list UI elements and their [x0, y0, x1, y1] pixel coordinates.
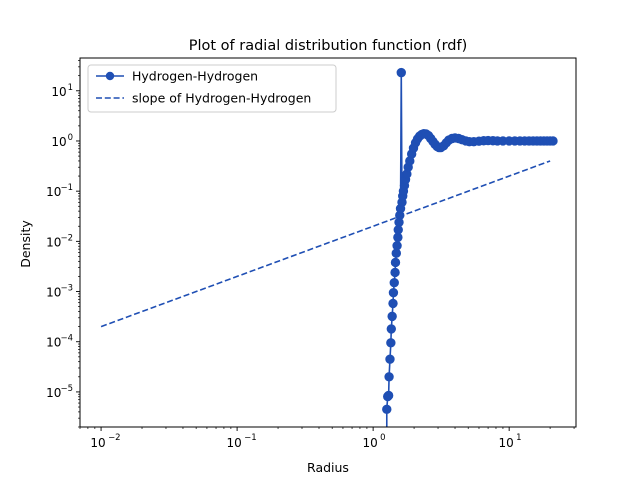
plot-clip-group: [100, 67, 558, 427]
data-point-14: [392, 240, 402, 251]
data-point-4: [385, 354, 395, 364]
plot-area: [100, 67, 558, 427]
legend-label-hydrogen-hydrogen: Hydrogen-Hydrogen: [132, 69, 258, 84]
legend-label-slope: slope of Hydrogen-Hydrogen: [132, 91, 311, 106]
x-tick-label-3: 10: [499, 436, 514, 450]
x-tick-exponent-2: 0: [380, 433, 385, 443]
y-tick-label-0: 10: [46, 386, 61, 400]
chart-title: Plot of radial distribution function (rd…: [189, 38, 468, 54]
y-tick-label-4: 10: [46, 185, 61, 199]
y-tick-exponent-6: 1: [68, 83, 73, 93]
y-tick-label-3: 10: [46, 235, 61, 249]
y-tick-exponent-0: −5: [60, 384, 73, 394]
axes-frame: [79, 57, 577, 428]
data-point-6: [386, 324, 396, 334]
y-tick-label-2: 10: [46, 286, 61, 300]
y-tick-exponent-3: −2: [60, 233, 73, 243]
x-tick-label-0: 10: [90, 436, 105, 450]
legend: Hydrogen-Hydrogen slope of Hydrogen-Hydro…: [87, 64, 337, 113]
data-point-3: [384, 372, 394, 382]
y-tick-exponent-2: −3: [60, 284, 73, 294]
y-axis-label: Density: [18, 220, 33, 268]
data-point-9: [388, 287, 399, 298]
series-line-slope: [100, 160, 551, 328]
data-point-2: [383, 390, 394, 401]
data-point-7: [387, 311, 397, 322]
legend-marker-hydrogen-hydrogen: [105, 71, 115, 81]
x-tick-label-1: 10: [226, 436, 241, 450]
x-tick-exponent-1: −1: [244, 433, 257, 443]
y-tick-exponent-1: −4: [60, 334, 73, 344]
data-point-10: [389, 278, 399, 288]
x-axis-label: Radius: [307, 460, 349, 475]
data-point-71: [548, 136, 558, 146]
data-point-20: [396, 67, 406, 78]
x-tick-exponent-0: −2: [108, 433, 121, 443]
data-point-8: [388, 298, 398, 309]
legend-box: [87, 64, 337, 113]
data-point-5: [386, 338, 396, 348]
y-tick-label-6: 10: [51, 85, 66, 99]
x-tick-label-2: 10: [362, 436, 377, 450]
data-point-11: [390, 267, 400, 278]
y-tick-exponent-5: 0: [68, 133, 73, 143]
y-tick-label-5: 10: [51, 135, 66, 149]
x-tick-exponent-3: 1: [516, 433, 521, 443]
data-point-0: [382, 404, 392, 415]
y-tick-label-1: 10: [46, 336, 61, 350]
data-point-12: [390, 257, 401, 268]
y-tick-exponent-4: −1: [60, 183, 73, 193]
